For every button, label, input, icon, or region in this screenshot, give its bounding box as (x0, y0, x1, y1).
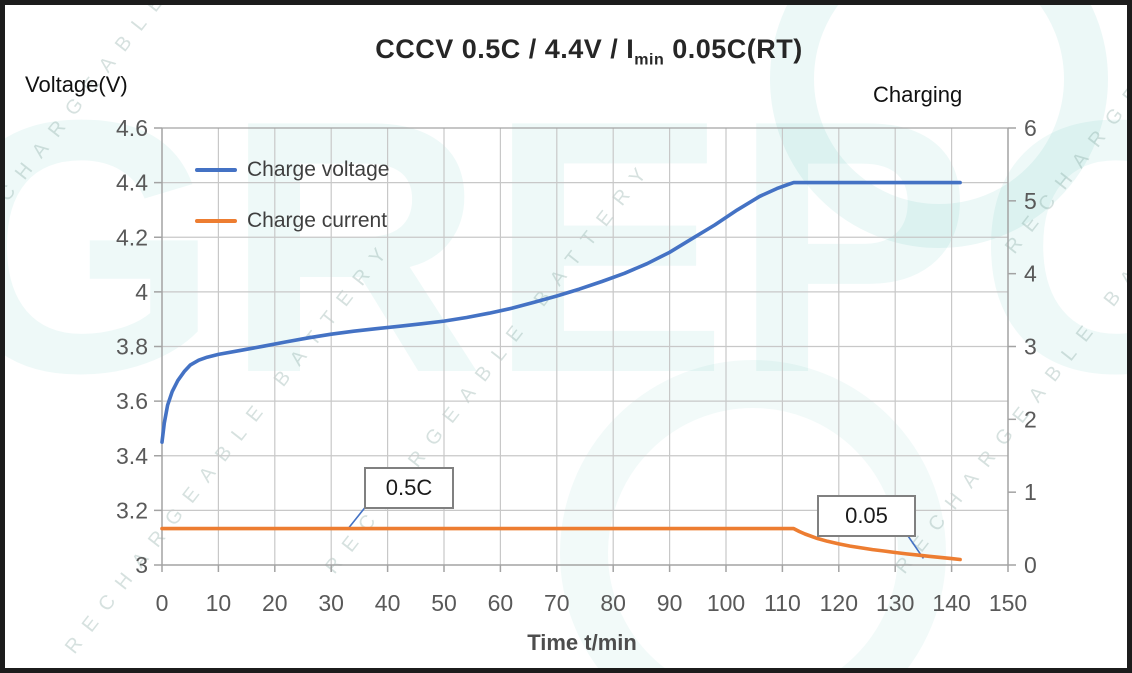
chart-title-suffix: 0.05C(RT) (664, 34, 803, 64)
x-tick-label: 40 (375, 590, 401, 616)
legend-item-charge-current: Charge current (195, 209, 389, 232)
x-tick-label: 20 (262, 590, 288, 616)
left-axis-title: Voltage(V) (25, 72, 128, 97)
y-right-tick-label: 2 (1024, 406, 1037, 432)
x-tick-label: 80 (600, 590, 626, 616)
annotation-0-05: 0.05 (817, 495, 916, 537)
y-left-tick-label: 3.2 (116, 497, 148, 523)
x-tick-label: 30 (318, 590, 344, 616)
x-tick-label: 120 (820, 590, 858, 616)
annotation-label: 0.5C (385, 475, 433, 500)
charge-current-curve (160, 526, 962, 562)
x-tick-label: 90 (657, 590, 683, 616)
chart-title-subscript: min (634, 51, 665, 69)
y-left-tick-label: 3.8 (116, 334, 148, 360)
charge-current-line-swatch-icon (195, 219, 237, 223)
x-tick-label: 10 (206, 590, 232, 616)
y-left-tick-label: 3 (135, 552, 148, 578)
x-tick-label: 110 (764, 590, 801, 616)
legend: Charge voltage Charge current (195, 158, 390, 261)
x-tick-label: 0 (156, 590, 169, 616)
y-right-tick-label: 3 (1024, 334, 1037, 360)
annotation-leader-line (347, 504, 368, 530)
y-right-tick-label: 1 (1024, 479, 1037, 505)
chart-title: CCCV 0.5C / 4.4V / Imin 0.05C(RT) (46, 34, 1132, 69)
y-left-tick-label: 4 (135, 279, 148, 305)
annotation-0-5c: 0.5C (364, 467, 454, 509)
legend-label: Charge voltage (247, 158, 390, 181)
legend-label: Charge current (247, 209, 388, 232)
x-tick-label: 100 (707, 590, 745, 616)
y-right-tick-label: 4 (1024, 261, 1037, 287)
y-left-tick-label: 4.6 (116, 115, 148, 141)
y-left-tick-label: 3.4 (116, 443, 148, 469)
right-axis-title: Charging (873, 82, 963, 107)
x-tick-label: 50 (431, 590, 457, 616)
y-right-tick-label: 5 (1024, 188, 1037, 214)
y-right-tick-label: 6 (1024, 115, 1037, 141)
x-tick-label: 70 (544, 590, 570, 616)
x-tick-label: 150 (989, 590, 1027, 616)
chart-title-prefix: CCCV 0.5C / 4.4V / I (375, 34, 635, 64)
x-tick-label: 130 (876, 590, 914, 616)
y-left-tick-label: 4.2 (116, 224, 148, 250)
y-left-tick-label: 3.6 (116, 388, 148, 414)
legend-item-charge-voltage: Charge voltage (195, 158, 390, 181)
annotation-label: 0.05 (845, 503, 888, 528)
x-axis-title: Time t/min (527, 630, 637, 655)
charge-voltage-curve (160, 180, 962, 444)
x-tick-label: 140 (932, 590, 970, 616)
y-left-tick-label: 4.4 (116, 170, 148, 196)
x-tick-label: 60 (488, 590, 514, 616)
y-right-tick-label: 0 (1024, 552, 1037, 578)
charge-voltage-line-swatch-icon (195, 168, 237, 172)
